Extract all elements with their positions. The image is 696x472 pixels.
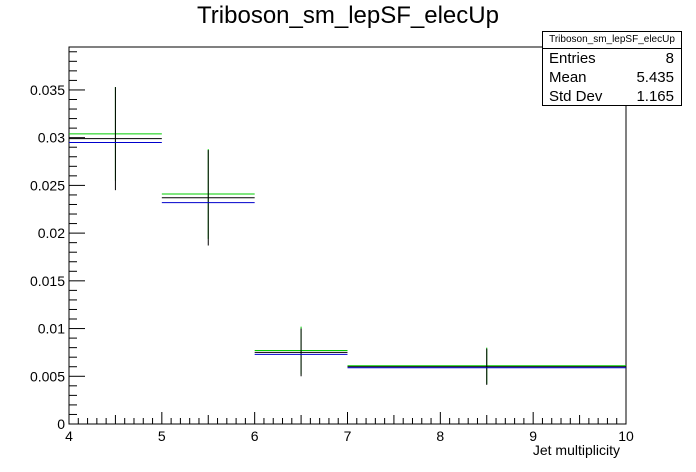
x-tick-label: 8 (436, 428, 444, 444)
x-tick-label: 7 (344, 428, 352, 444)
x-tick-label: 10 (618, 428, 634, 444)
stats-box: Triboson_sm_lepSF_elecUp Entries 8 Mean … (542, 31, 682, 106)
stats-title: Triboson_sm_lepSF_elecUp (543, 32, 681, 49)
x-tick-label: 6 (251, 428, 259, 444)
y-tick-label: 0 (57, 416, 65, 432)
x-axis-label: Jet multiplicity (533, 442, 620, 458)
y-tick-label: 0.035 (30, 82, 65, 98)
stats-value: 1.165 (636, 88, 674, 105)
y-tick-label: 0.025 (30, 177, 65, 193)
axis-ticks: 4 5 6 7 8 9 10 0 0.005 0.01 0.015 0.02 0.025 0.03 0.03… (30, 51, 634, 444)
y-tick-label: 0.03 (38, 130, 65, 146)
stats-value: 8 (665, 50, 674, 67)
stats-label: Mean (549, 69, 587, 86)
x-tick-label: 9 (529, 428, 537, 444)
stats-label: Entries (549, 50, 596, 67)
chart-title: Triboson_sm_lepSF_elecUp (197, 2, 499, 29)
stats-label: Std Dev (549, 88, 603, 105)
stats-row-entries: Entries 8 (543, 49, 681, 68)
stats-row-mean: Mean 5.435 (543, 68, 681, 87)
y-tick-label: 0.015 (30, 273, 65, 289)
x-tick-label: 5 (158, 428, 166, 444)
y-tick-label: 0.01 (38, 321, 65, 337)
stats-row-stddev: Std Dev 1.165 (543, 87, 681, 106)
y-tick-label: 0.005 (30, 368, 65, 384)
histogram-marks (69, 87, 626, 385)
x-tick-label: 4 (65, 428, 73, 444)
y-tick-label: 0.02 (38, 225, 65, 241)
stats-value: 5.435 (636, 69, 674, 86)
